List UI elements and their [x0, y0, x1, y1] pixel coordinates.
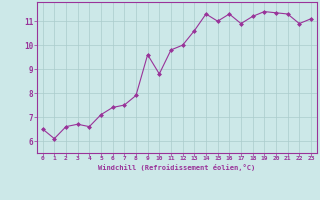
X-axis label: Windchill (Refroidissement éolien,°C): Windchill (Refroidissement éolien,°C): [98, 164, 255, 171]
